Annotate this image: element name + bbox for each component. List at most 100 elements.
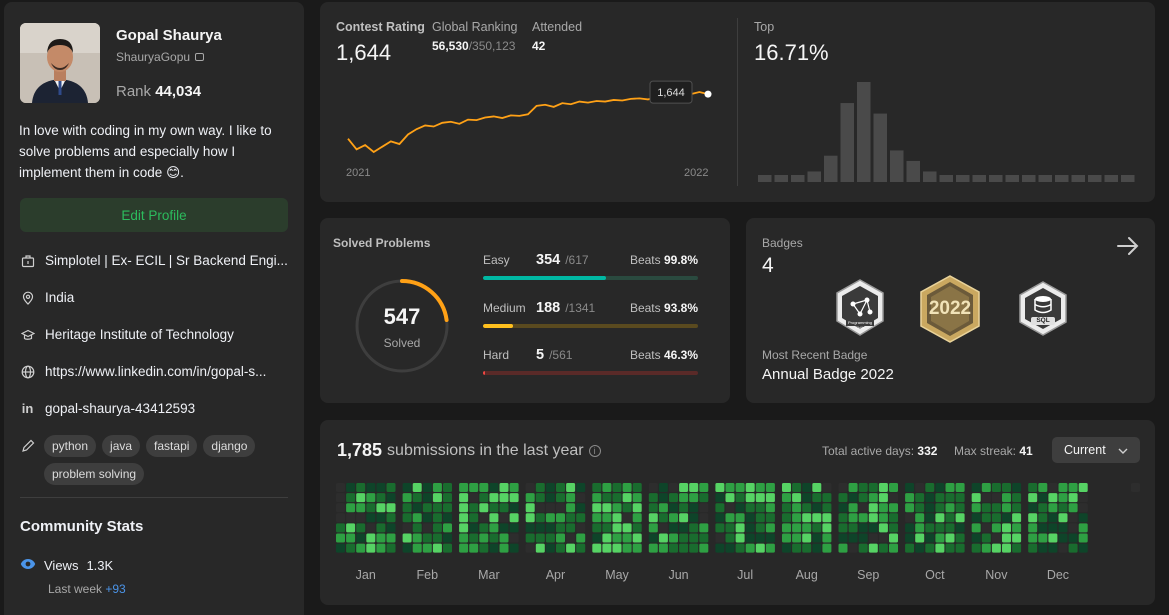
heatmap-cell[interactable] — [822, 543, 832, 553]
heatmap-cell[interactable] — [459, 523, 469, 533]
heatmap-cell[interactable] — [955, 483, 965, 492]
heatmap-cell[interactable] — [622, 503, 632, 513]
histogram-bar[interactable] — [1038, 175, 1053, 182]
heatmap-cell[interactable] — [1012, 503, 1022, 513]
heatmap-cell[interactable] — [782, 523, 791, 533]
heatmap-cell[interactable] — [991, 493, 1001, 503]
heatmap-cell[interactable] — [622, 513, 632, 523]
heatmap-cell[interactable] — [915, 493, 925, 503]
heatmap-cell[interactable] — [878, 503, 888, 513]
avatar[interactable] — [20, 23, 100, 103]
heatmap-cell[interactable] — [868, 503, 878, 513]
heatmap-cell[interactable] — [489, 533, 499, 543]
heatmap-cell[interactable] — [499, 503, 509, 513]
info-icon[interactable]: i — [588, 444, 601, 457]
histogram-bar[interactable] — [1055, 175, 1069, 182]
heatmap-cell[interactable] — [602, 543, 612, 553]
heatmap-cell[interactable] — [648, 513, 658, 523]
heatmap-cell[interactable] — [336, 533, 345, 543]
heatmap-cell[interactable] — [356, 483, 366, 492]
heatmap-cell[interactable] — [1078, 483, 1088, 492]
heatmap-cell[interactable] — [838, 533, 848, 543]
heatmap-cell[interactable] — [386, 533, 396, 543]
heatmap-cell[interactable] — [509, 503, 519, 513]
heatmap-cell[interactable] — [1058, 483, 1068, 492]
heatmap-cell[interactable] — [1012, 533, 1022, 543]
heatmap-cell[interactable] — [366, 543, 376, 553]
heatmap-cell[interactable] — [981, 483, 991, 492]
heatmap-cell[interactable] — [765, 513, 775, 523]
heatmap-cell[interactable] — [802, 543, 812, 553]
heatmap-cell[interactable] — [689, 503, 699, 513]
heatmap-cell[interactable] — [905, 483, 915, 492]
heatmap-cell[interactable] — [622, 533, 632, 543]
heatmap-cell[interactable] — [545, 513, 555, 523]
heatmap-cell[interactable] — [1078, 513, 1088, 523]
heatmap-cell[interactable] — [745, 483, 755, 492]
heatmap-cell[interactable] — [715, 543, 725, 553]
heatmap-cell[interactable] — [669, 513, 678, 523]
heatmap-cell[interactable] — [443, 483, 452, 492]
heatmap-cell[interactable] — [735, 493, 745, 503]
heatmap-cell[interactable] — [971, 493, 981, 503]
heatmap-cell[interactable] — [915, 523, 925, 533]
heatmap-cell[interactable] — [576, 533, 586, 543]
heatmap-cell[interactable] — [679, 493, 689, 503]
heatmap-cell[interactable] — [725, 543, 735, 553]
heatmap-cell[interactable] — [592, 523, 602, 533]
heatmap-cell[interactable] — [689, 493, 699, 503]
heatmap-cell[interactable] — [735, 513, 745, 523]
heatmap-cell[interactable] — [765, 523, 775, 533]
heatmap-cell[interactable] — [499, 493, 509, 503]
heatmap-cell[interactable] — [499, 483, 509, 492]
heatmap-cell[interactable] — [422, 493, 432, 503]
heatmap-cell[interactable] — [935, 483, 945, 492]
heatmap-cell[interactable] — [509, 483, 519, 492]
heatmap-cell[interactable] — [715, 533, 725, 543]
heatmap-cell[interactable] — [812, 543, 822, 553]
heatmap-cell[interactable] — [945, 523, 955, 533]
heatmap-cell[interactable] — [1002, 533, 1011, 543]
heatmap-cell[interactable] — [356, 493, 366, 503]
histogram-bar[interactable] — [923, 171, 937, 182]
year-select[interactable]: Current — [1052, 437, 1140, 463]
heatmap-cell[interactable] — [812, 493, 822, 503]
badge-sql[interactable]: SQL — [1016, 280, 1070, 338]
heatmap-cell[interactable] — [905, 523, 915, 533]
heatmap-cell[interactable] — [545, 503, 555, 513]
heatmap-cell[interactable] — [336, 513, 345, 523]
heatmap-cell[interactable] — [715, 483, 725, 492]
heatmap-cell[interactable] — [838, 543, 848, 553]
heatmap-cell[interactable] — [566, 513, 576, 523]
heatmap-cell[interactable] — [848, 523, 858, 533]
heatmap-cell[interactable] — [459, 513, 469, 523]
heatmap-cell[interactable] — [1068, 503, 1078, 513]
heatmap-cell[interactable] — [822, 523, 832, 533]
heatmap-cell[interactable] — [422, 543, 432, 553]
heatmap-cell[interactable] — [459, 503, 469, 513]
heatmap-cell[interactable] — [689, 543, 699, 553]
heatmap-cell[interactable] — [632, 493, 642, 503]
heatmap-cell[interactable] — [838, 503, 848, 513]
heatmap-cell[interactable] — [915, 503, 925, 513]
website-row[interactable]: https://www.linkedin.com/in/gopal-s... — [20, 364, 266, 379]
heatmap-cell[interactable] — [812, 483, 822, 492]
heatmap-cell[interactable] — [509, 523, 519, 533]
heatmap-cell[interactable] — [689, 483, 699, 492]
heatmap-cell[interactable] — [735, 533, 745, 543]
heatmap-cell[interactable] — [535, 543, 545, 553]
heatmap-cell[interactable] — [346, 483, 356, 492]
heatmap-cell[interactable] — [935, 523, 945, 533]
heatmap-cell[interactable] — [648, 493, 658, 503]
heatmap-cell[interactable] — [1012, 513, 1022, 523]
linkedin-row[interactable]: in gopal-shaurya-43412593 — [20, 401, 195, 416]
heatmap-cell[interactable] — [991, 543, 1001, 553]
heatmap-cell[interactable] — [669, 503, 678, 513]
heatmap-cell[interactable] — [945, 513, 955, 523]
heatmap-cell[interactable] — [545, 543, 555, 553]
histogram-bar[interactable] — [857, 82, 871, 182]
heatmap-cell[interactable] — [346, 543, 356, 553]
histogram-bar[interactable] — [774, 175, 789, 182]
heatmap-cell[interactable] — [489, 503, 499, 513]
heatmap-cell[interactable] — [658, 533, 668, 543]
